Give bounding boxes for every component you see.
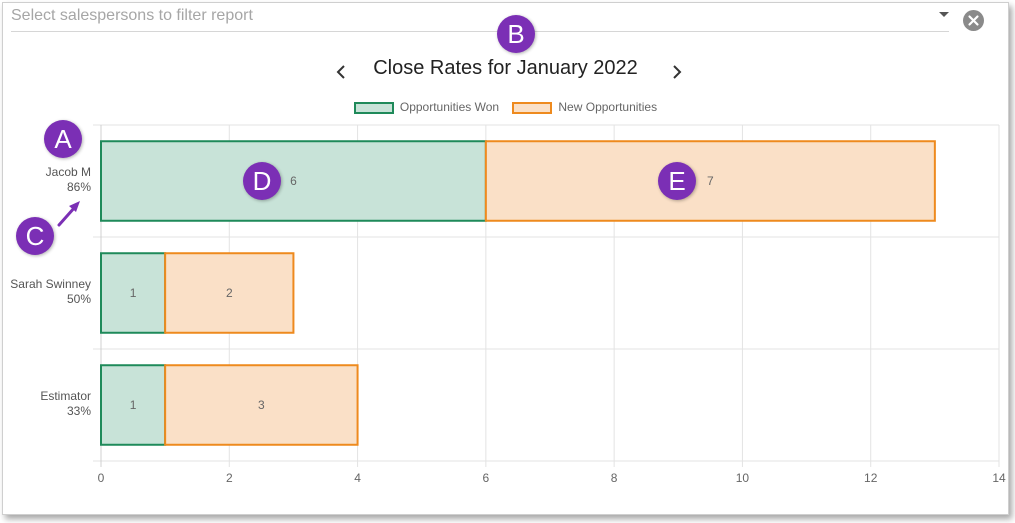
clear-filter-button[interactable] [963, 10, 984, 31]
bar-won[interactable] [100, 140, 487, 222]
callout-arrow-icon [57, 201, 80, 227]
category-close-rate: 86% [67, 180, 91, 194]
category-label: Sarah Swinney [10, 277, 91, 291]
bar-new[interactable] [164, 252, 295, 334]
category-label: Jacob M [46, 165, 91, 179]
x-tick-label: 6 [483, 471, 490, 485]
chart-header: Close Rates for January 2022 [3, 57, 1008, 87]
legend-swatch-won [353, 101, 394, 114]
x-tick-label: 8 [611, 471, 618, 485]
close-icon [968, 15, 979, 26]
chart-legend: Opportunities Won New Opportunities [3, 99, 1008, 117]
data-label-new: 7 [707, 174, 714, 188]
chevron-down-icon[interactable] [939, 12, 949, 17]
x-tick-label: 14 [992, 471, 1006, 485]
legend-item-won[interactable]: Opportunities Won [353, 99, 500, 114]
data-label-won: 1 [130, 286, 137, 300]
callout-badge-e: E [658, 162, 696, 200]
legend-label-new: New Opportunities [558, 99, 658, 114]
previous-month-button[interactable] [333, 62, 351, 82]
data-label-won: 1 [130, 398, 137, 412]
callout-badge-b: B [497, 15, 535, 53]
data-label-new: 3 [258, 398, 265, 412]
x-tick-label: 2 [226, 471, 233, 485]
chevron-left-icon [336, 65, 345, 79]
bar-won[interactable] [100, 364, 167, 446]
report-panel: Close Rates for January 2022 Opportuniti… [2, 2, 1009, 515]
callout-badge-d: D [243, 162, 281, 200]
data-label-new: 2 [226, 286, 233, 300]
chart-title: Close Rates for January 2022 [373, 57, 638, 79]
bar-new[interactable] [164, 364, 359, 446]
x-tick-label: 0 [98, 471, 105, 485]
legend-item-new[interactable]: New Opportunities [512, 100, 657, 114]
category-close-rate: 33% [67, 404, 91, 418]
legend-swatch-new [512, 101, 553, 114]
salesperson-filter-input[interactable] [11, 5, 911, 27]
x-tick-label: 10 [736, 471, 750, 485]
callout-badge-a: A [44, 120, 82, 158]
data-label-won: 6 [290, 174, 297, 188]
legend-label-won: Opportunities Won [399, 99, 500, 114]
x-tick-label: 4 [354, 471, 361, 485]
next-month-button[interactable] [668, 62, 686, 82]
salesperson-filter[interactable] [11, 3, 949, 32]
x-tick-label: 12 [864, 471, 878, 485]
category-label: Estimator [40, 389, 91, 403]
chevron-right-icon [673, 65, 682, 79]
category-close-rate: 50% [67, 292, 91, 306]
callout-badge-c: C [16, 217, 54, 255]
bar-new[interactable] [484, 140, 936, 222]
